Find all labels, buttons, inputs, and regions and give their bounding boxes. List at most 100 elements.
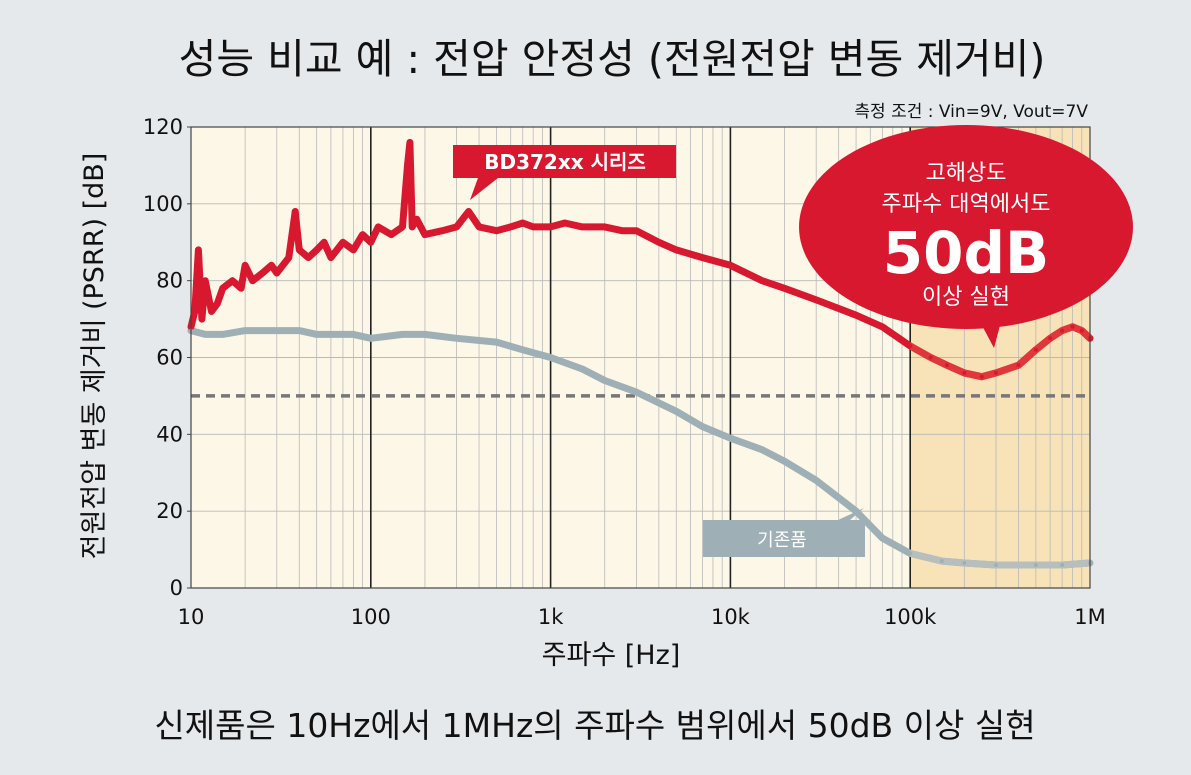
data-point-bd372xx [368,240,373,245]
data-point-existing [297,328,302,333]
data-point-bd372xx [243,263,248,268]
data-point-bd372xx [674,247,679,252]
data-point-bd372xx [520,221,525,226]
data-point-bd372xx [944,363,949,368]
x-axis-title: 주파수 [Hz] [542,640,681,671]
data-point-bd372xx [389,232,394,237]
y-tick-label: 60 [156,346,183,370]
data-point-existing [580,367,585,372]
chart-title: 성능 비교 예 : 전압 안정성 (전원전압 변동 제거비) [179,35,1046,83]
data-point-existing [400,332,405,337]
data-point-existing [674,409,679,414]
data-point-bd372xx [230,278,235,283]
data-point-existing [243,328,248,333]
y-tick-label: 20 [156,499,183,523]
data-point-bd372xx [760,278,765,283]
x-tick-label: 10 [178,605,205,629]
data-point-bd372xx [477,224,482,229]
legend-label-existing: 기존품 [703,508,865,557]
callout-bubble-pointer [978,318,1002,348]
data-point-existing [728,436,733,441]
data-point-bd372xx [410,224,415,229]
data-point-bd372xx [700,255,705,260]
y-tick-label: 40 [156,422,183,446]
data-point-existing [314,332,319,337]
data-point-existing [328,332,333,337]
data-point-bd372xx [880,324,885,329]
data-point-bd372xx [196,247,201,252]
callout-line3: 이상 실현 [922,285,1010,310]
data-point-bd372xx [269,263,274,268]
data-point-existing [939,559,944,564]
measurement-condition: 측정 조건 : Vin=9V, Vout=7V [854,102,1088,122]
data-point-bd372xx [351,247,356,252]
data-point-bd372xx [962,370,967,375]
data-point-existing [274,328,279,333]
data-point-bd372xx [215,301,220,306]
data-point-bd372xx [203,278,208,283]
data-point-bd372xx [466,209,471,214]
data-point-existing [494,340,499,345]
data-point-bd372xx [531,224,536,229]
data-point-bd372xx [580,224,585,229]
data-point-existing [351,332,356,337]
footer-caption: 신제품은 10Hz에서 1MHz의 주파수 범위에서 50dB 이상 실현 [154,706,1035,745]
y-axis-ticks: 0 20 40 60 80 100 120 [143,115,191,600]
data-point-bd372xx [328,255,333,260]
data-point-bd372xx [454,224,459,229]
data-point-bd372xx [656,240,661,245]
data-point-bd372xx [400,224,405,229]
data-point-existing [368,336,373,341]
data-point-bd372xx [562,221,567,226]
callout-big-value: 50dB [883,219,1049,287]
callout-line2: 주파수 대역에서도 [882,192,1051,217]
y-axis-title: 전원전압 변동 제거비 (PSRR) [dB] [79,153,110,560]
data-point-existing [203,332,208,337]
legend-label-existing-box [703,508,865,557]
data-point-bd372xx [286,255,291,260]
data-point-bd372xx [928,355,933,360]
data-point-existing [993,562,998,567]
y-tick-label: 0 [170,576,183,600]
data-point-bd372xx [1070,324,1075,329]
data-point-bd372xx [405,163,410,168]
data-point-existing [520,347,525,352]
data-point-bd372xx [908,343,913,348]
data-point-bd372xx [548,224,553,229]
legend-label-bd372xx-box [453,145,676,200]
data-point-existing [962,561,967,566]
data-point-existing [454,336,459,341]
data-point-bd372xx [440,228,445,233]
series-layer [187,138,1094,569]
x-tick-label: 100 [351,605,391,629]
data-point-bd372xx [250,278,255,283]
data-point-bd372xx [407,140,412,145]
legend-label-existing-text: 기존품 [757,530,807,551]
y-tick-label: 100 [143,192,183,216]
data-point-existing [548,355,553,360]
data-point-existing [700,424,705,429]
data-point-bd372xx [360,232,365,237]
x-tick-label: 1M [1074,605,1105,629]
data-point-bd372xx [602,224,607,229]
data-point-bd372xx [634,228,639,233]
data-point-existing [602,378,607,383]
y-tick-label: 120 [143,115,183,139]
data-point-bd372xx [322,240,327,245]
data-point-bd372xx [1060,328,1065,333]
data-point-bd372xx [508,224,513,229]
x-tick-label: 100k [884,605,937,629]
data-point-bd372xx [1016,363,1021,368]
data-point-bd372xx [1048,336,1053,341]
data-point-bd372xx [340,240,345,245]
data-point-existing [220,332,225,337]
series-line-bd372xx-highlight [910,323,1093,381]
data-point-bd372xx [1079,328,1084,333]
x-axis-ticks: 10 100 1k 10k 100k 1M [178,605,1106,629]
data-point-bd372xx [297,247,302,252]
data-point-existing [422,332,427,337]
legend-label-bd372xx: BD372xx 시리즈 [453,145,676,200]
data-point-existing [908,551,913,556]
data-point-bd372xx [979,374,984,379]
